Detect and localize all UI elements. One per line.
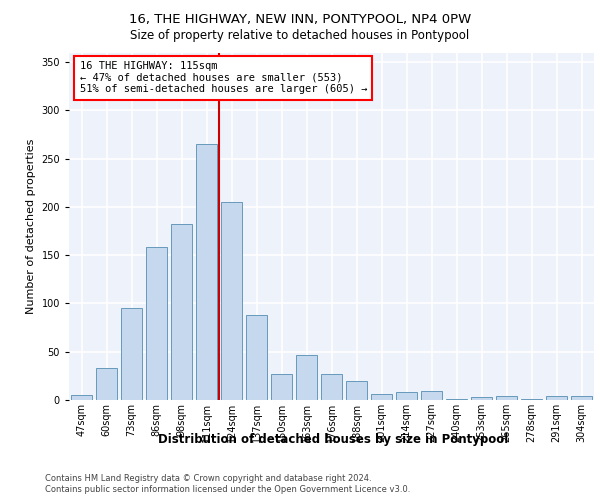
Bar [496, 396, 517, 400]
Bar [196, 144, 217, 400]
Bar [296, 354, 317, 400]
Text: 16 THE HIGHWAY: 115sqm
← 47% of detached houses are smaller (553)
51% of semi-de: 16 THE HIGHWAY: 115sqm ← 47% of detached… [79, 61, 367, 94]
Bar [371, 394, 392, 400]
Bar [471, 397, 492, 400]
Bar [221, 202, 242, 400]
Bar [271, 374, 292, 400]
Bar [546, 396, 567, 400]
Bar [121, 308, 142, 400]
Bar [96, 368, 117, 400]
Bar [571, 396, 592, 400]
Text: Size of property relative to detached houses in Pontypool: Size of property relative to detached ho… [130, 29, 470, 42]
Bar [346, 380, 367, 400]
Bar [321, 374, 342, 400]
Bar [246, 315, 267, 400]
Bar [521, 399, 542, 400]
Y-axis label: Number of detached properties: Number of detached properties [26, 138, 36, 314]
Text: Distribution of detached houses by size in Pontypool: Distribution of detached houses by size … [158, 432, 508, 446]
Bar [171, 224, 192, 400]
Bar [146, 248, 167, 400]
Bar [71, 395, 92, 400]
Bar [396, 392, 417, 400]
Text: Contains HM Land Registry data © Crown copyright and database right 2024.: Contains HM Land Registry data © Crown c… [45, 474, 371, 483]
Bar [421, 392, 442, 400]
Text: Contains public sector information licensed under the Open Government Licence v3: Contains public sector information licen… [45, 485, 410, 494]
Text: 16, THE HIGHWAY, NEW INN, PONTYPOOL, NP4 0PW: 16, THE HIGHWAY, NEW INN, PONTYPOOL, NP4… [129, 12, 471, 26]
Bar [446, 399, 467, 400]
